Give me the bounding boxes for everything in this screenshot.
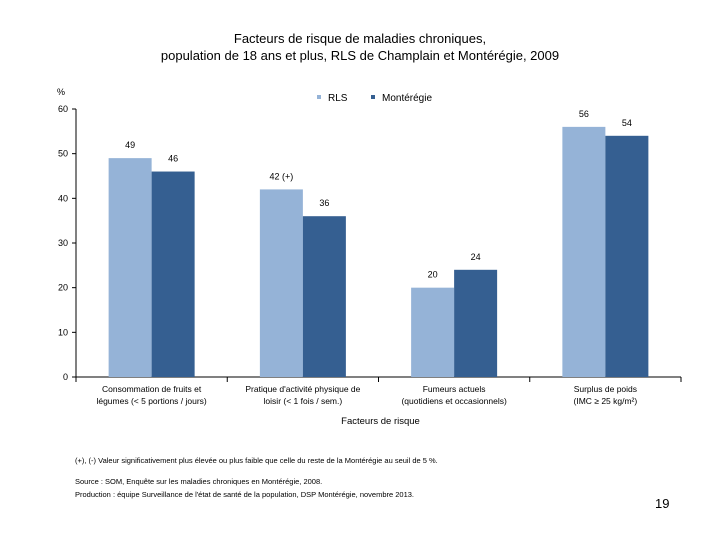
- data-label: 42 (+): [269, 171, 293, 181]
- category-label: Fumeurs actuels: [423, 384, 486, 394]
- y-tick-label: 20: [58, 283, 68, 293]
- chart-title-line-2: population de 18 ans et plus, RLS de Cha…: [160, 48, 560, 63]
- source-note: Source : SOM, Enquête sur les maladies c…: [75, 477, 323, 486]
- bar-montrgie: [151, 171, 195, 377]
- y-tick-label: 30: [58, 238, 68, 248]
- bar-rls: [259, 189, 303, 377]
- data-label: 46: [168, 154, 178, 164]
- significance-note: (+), (-) Valeur significativement plus é…: [75, 456, 438, 465]
- y-tick-label: 10: [58, 327, 68, 337]
- x-axis-title: Facteurs de risque: [341, 416, 420, 427]
- data-label: 20: [428, 270, 438, 280]
- data-label: 56: [579, 109, 589, 119]
- category-label: Surplus de poids: [574, 384, 637, 394]
- category-label: loisir (< 1 fois / sem.): [264, 396, 343, 406]
- bar-rls: [411, 287, 455, 377]
- y-tick-label: 60: [58, 104, 68, 114]
- y-tick-label: 0: [63, 372, 68, 382]
- bar-montrgie: [454, 269, 498, 377]
- data-label: 24: [471, 252, 481, 262]
- category-label: Pratique d'activité physique de: [245, 384, 360, 394]
- category-label: (quotidiens et occasionnels): [401, 396, 507, 406]
- bar-montrgie: [302, 216, 346, 377]
- data-label: 49: [125, 140, 135, 150]
- legend-label: RLS: [328, 93, 348, 104]
- category-label: Consommation de fruits et: [102, 384, 202, 394]
- legend-label: Montérégie: [382, 93, 432, 104]
- production-note: Production : équipe Surveillance de l'ét…: [75, 490, 415, 499]
- chart-title-line-1: Facteurs de risque de maladies chronique…: [233, 31, 487, 46]
- category-label: légumes (< 5 portions / jours): [96, 396, 206, 406]
- category-label: (IMC ≥ 25 kg/m²): [574, 396, 638, 406]
- data-label: 54: [622, 118, 632, 128]
- data-label: 36: [319, 198, 329, 208]
- legend-swatch: [371, 95, 375, 99]
- y-tick-label: 40: [58, 193, 68, 203]
- y-tick-label: 50: [58, 149, 68, 159]
- page-number: 19: [655, 496, 670, 511]
- bar-rls: [108, 158, 152, 377]
- legend-swatch: [317, 95, 321, 99]
- y-axis-label: %: [57, 87, 65, 97]
- bar-rls: [562, 126, 606, 377]
- bar-montrgie: [605, 135, 649, 377]
